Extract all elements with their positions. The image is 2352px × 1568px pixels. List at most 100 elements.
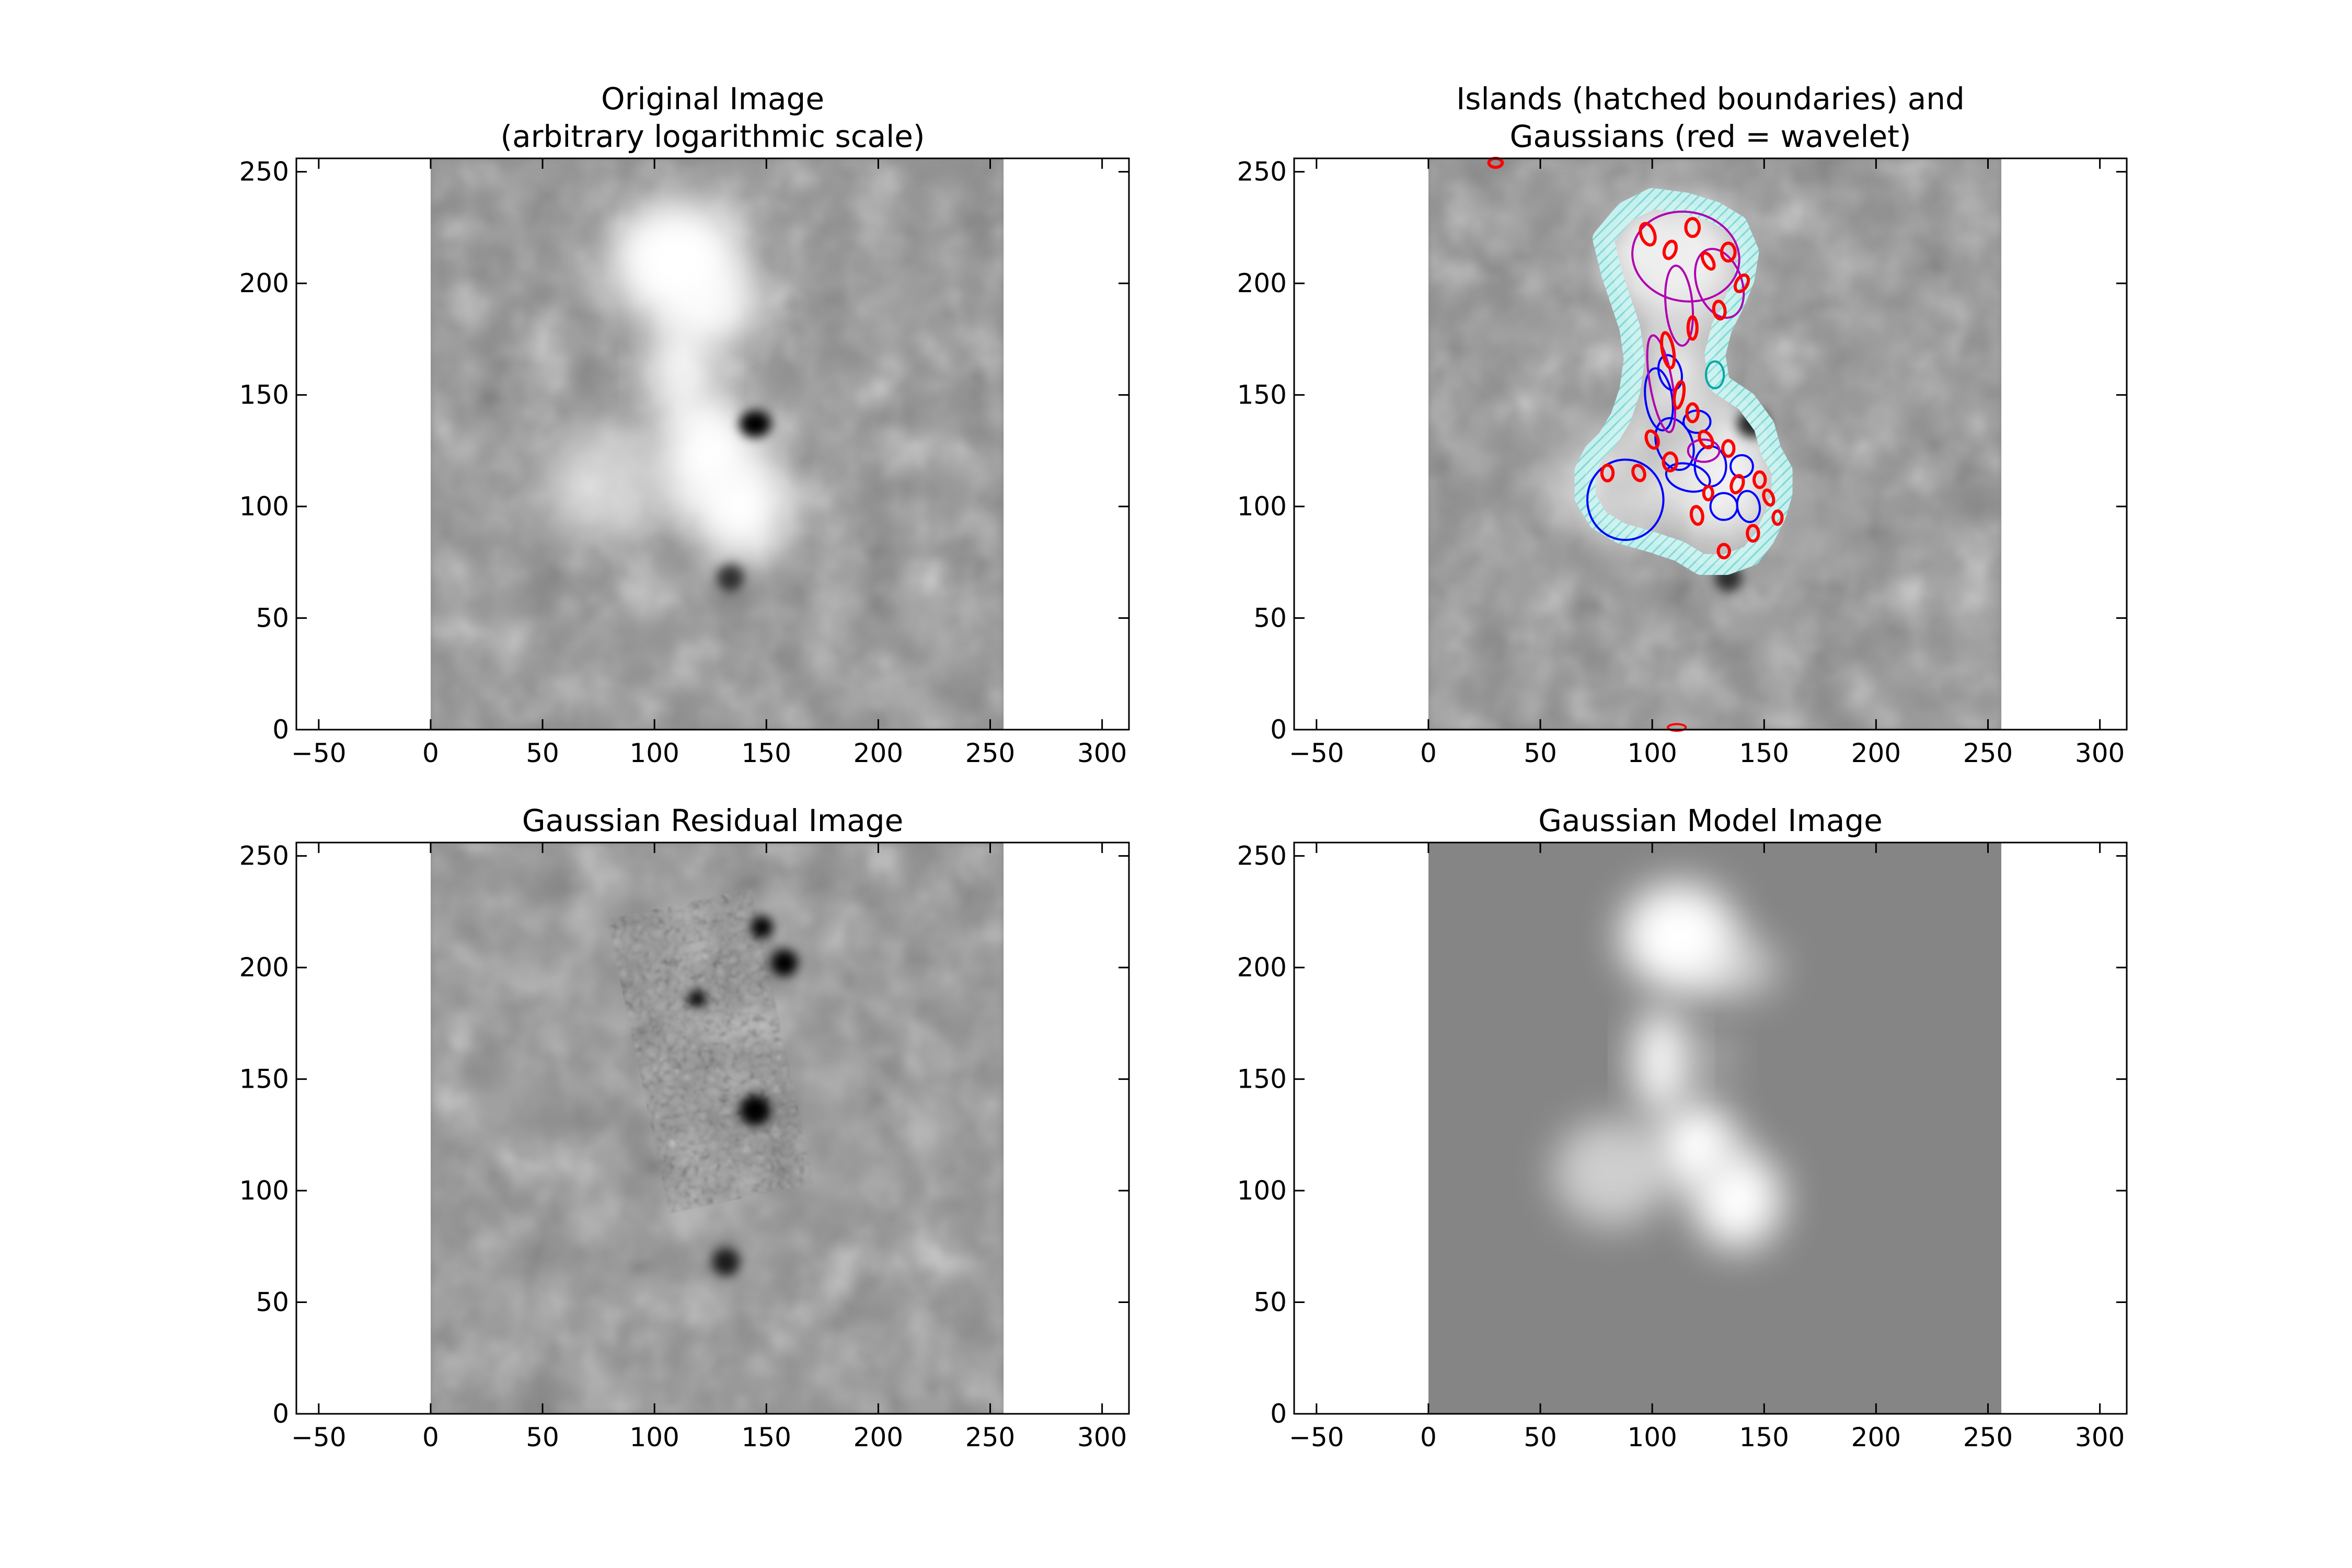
x-tick-label: 300 bbox=[1077, 738, 1127, 768]
x-tick-label: 100 bbox=[1627, 1422, 1677, 1452]
gaussian-ellipse-40 bbox=[1631, 464, 1646, 482]
y-tick-label: 100 bbox=[239, 1175, 289, 1206]
residual-texture bbox=[631, 903, 789, 1200]
bright-emission-3 bbox=[1634, 1007, 1688, 1115]
gaussian-ellipse-11 bbox=[1631, 210, 1740, 303]
gaussian-ellipse-24 bbox=[1686, 315, 1699, 341]
gaussian-ellipse-41 bbox=[1771, 509, 1784, 526]
y-tick-label: 0 bbox=[272, 1399, 289, 1429]
image-area bbox=[430, 158, 1004, 730]
dark-spot-3 bbox=[688, 989, 706, 1008]
gaussian-ellipse-16 bbox=[1704, 360, 1725, 389]
y-tick-label: 50 bbox=[1253, 603, 1287, 633]
y-tick-label: 100 bbox=[239, 491, 289, 522]
x-tick-label: −50 bbox=[1289, 1422, 1344, 1452]
gaussian-ellipse-37 bbox=[1689, 505, 1704, 526]
y-axis: 0 50 100 150 200 250 bbox=[1237, 841, 2127, 1429]
x-tick-label: 50 bbox=[1524, 738, 1557, 768]
gaussian-ellipse-33 bbox=[1753, 470, 1767, 489]
y-tick-label: 250 bbox=[239, 157, 289, 187]
gaussian-ellipse-7 bbox=[1736, 490, 1761, 523]
gaussian-ellipse-1 bbox=[1586, 458, 1665, 541]
gaussian-ellipse-29 bbox=[1662, 451, 1679, 472]
x-tick-label: 0 bbox=[1420, 738, 1437, 768]
bright-emission-2 bbox=[1647, 319, 1711, 426]
dark-spot-4 bbox=[739, 1094, 771, 1126]
axes-frame bbox=[1293, 841, 2128, 1415]
y-tick-label: 200 bbox=[1237, 268, 1287, 298]
x-tick-label: −50 bbox=[291, 1422, 347, 1452]
y-tick-label: 50 bbox=[256, 1287, 289, 1318]
y-tick-label: 150 bbox=[1237, 380, 1287, 410]
y-tick-label: 250 bbox=[1237, 157, 1287, 187]
x-tick-label: 250 bbox=[965, 1422, 1015, 1452]
dark-spot-2 bbox=[770, 949, 798, 977]
panel-title: Original Image bbox=[601, 81, 824, 117]
x-tick-label: 250 bbox=[965, 738, 1015, 768]
bright-emission-4 bbox=[1690, 1036, 1735, 1077]
x-tick-label: 200 bbox=[854, 738, 903, 768]
x-tick-label: 300 bbox=[1077, 1422, 1127, 1452]
y-tick-label: 0 bbox=[1270, 714, 1287, 745]
x-tick-label: 250 bbox=[1963, 1422, 2013, 1452]
x-axis: −50 0 50 100 150 200 250 300 bbox=[291, 158, 1127, 768]
axes-frame bbox=[295, 841, 1130, 1415]
y-axis: 0 50 100 150 200 250 bbox=[239, 841, 1129, 1429]
x-tick-label: 150 bbox=[1739, 738, 1789, 768]
bright-emission-2 bbox=[1681, 936, 1780, 999]
x-tick-label: 150 bbox=[1739, 1422, 1789, 1452]
x-tick-label: 200 bbox=[1851, 1422, 1901, 1452]
y-tick-label: 150 bbox=[1237, 1064, 1287, 1094]
x-tick-label: 100 bbox=[629, 738, 679, 768]
x-tick-label: 0 bbox=[422, 738, 439, 768]
y-tick-label: 200 bbox=[239, 952, 289, 983]
y-tick-label: 0 bbox=[272, 714, 289, 745]
x-tick-label: 100 bbox=[1627, 738, 1677, 768]
gaussian-ellipse-23 bbox=[1712, 299, 1727, 321]
x-tick-label: 250 bbox=[1963, 738, 2013, 768]
y-tick-label: 100 bbox=[1237, 491, 1287, 522]
x-tick-label: 300 bbox=[2075, 738, 2125, 768]
gaussian-ellipse-19 bbox=[1684, 217, 1701, 238]
x-tick-label: 0 bbox=[422, 1422, 439, 1452]
image-area bbox=[1428, 158, 2002, 730]
x-tick-label: −50 bbox=[291, 738, 347, 768]
gaussian-ellipse-20 bbox=[1700, 251, 1716, 271]
gaussian-ellipse-34 bbox=[1762, 488, 1775, 507]
gaussian-ellipse-31 bbox=[1721, 439, 1736, 458]
y-tick-label: 100 bbox=[1237, 1175, 1287, 1206]
island-boundary bbox=[1574, 188, 1793, 575]
x-tick-label: 0 bbox=[1420, 1422, 1437, 1452]
gaussian-ellipse-3 bbox=[1654, 417, 1695, 471]
gaussian-ellipse-38 bbox=[1702, 485, 1714, 502]
axes-frame bbox=[295, 157, 1130, 731]
bright-emission-7 bbox=[1553, 1119, 1670, 1227]
panel-title: (arbitrary logarithmic scale) bbox=[500, 119, 925, 154]
y-tick-label: 0 bbox=[1270, 1399, 1287, 1429]
gaussian-ellipse-43 bbox=[1667, 723, 1687, 732]
dark-spot-1 bbox=[751, 916, 774, 939]
x-tick-label: 100 bbox=[629, 1422, 679, 1452]
gaussian-ellipse-17 bbox=[1639, 222, 1657, 247]
dark-spot-7 bbox=[739, 410, 771, 437]
x-tick-label: 200 bbox=[1851, 738, 1901, 768]
y-axis: 0 50 100 150 200 250 bbox=[1237, 157, 2127, 745]
gaussian-ellipse-26 bbox=[1673, 380, 1686, 410]
x-axis: −50 0 50 100 150 200 250 300 bbox=[1289, 843, 2125, 1452]
y-axis: 0 50 100 150 200 250 bbox=[239, 157, 1129, 745]
gaussian-overlays bbox=[1487, 157, 1784, 732]
y-tick-label: 50 bbox=[256, 603, 289, 633]
gaussian-ellipse-28 bbox=[1644, 429, 1660, 450]
bright-emission-4 bbox=[1544, 426, 1670, 543]
x-tick-label: 50 bbox=[526, 1422, 559, 1452]
x-tick-label: 50 bbox=[1524, 1422, 1557, 1452]
x-axis: −50 0 50 100 150 200 250 300 bbox=[291, 843, 1127, 1452]
gaussian-ellipse-25 bbox=[1660, 331, 1676, 370]
y-tick-label: 200 bbox=[1237, 952, 1287, 983]
bright-emission-6 bbox=[1692, 1150, 1782, 1249]
image-area bbox=[430, 843, 1004, 1414]
gaussian-ellipse-13 bbox=[1664, 264, 1694, 347]
y-tick-label: 150 bbox=[239, 1064, 289, 1094]
panel-title: Gaussian Residual Image bbox=[522, 803, 904, 838]
gaussian-ellipse-2 bbox=[1644, 367, 1674, 432]
